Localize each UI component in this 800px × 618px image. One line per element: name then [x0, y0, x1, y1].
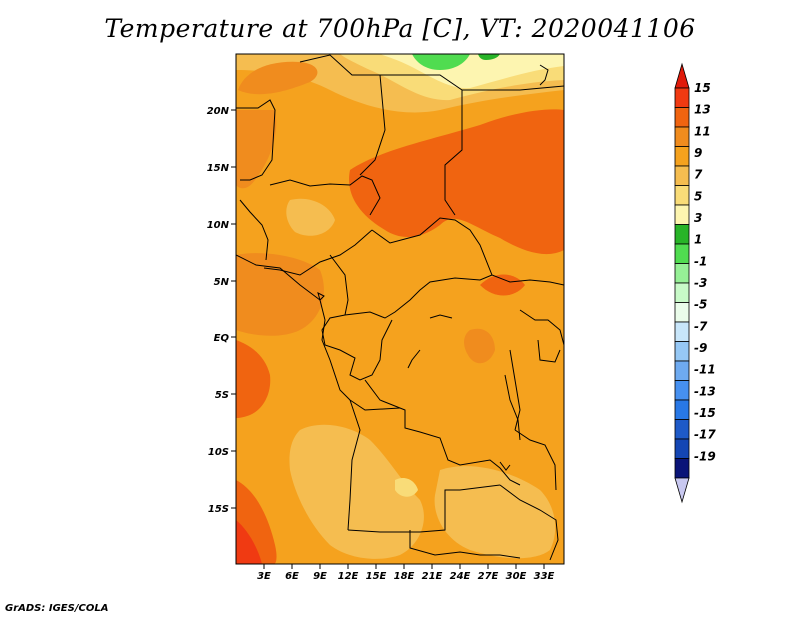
colorbar-box	[674, 243, 690, 264]
colorbar-label: -15	[694, 406, 716, 420]
lat-label-5n: 5N	[214, 277, 230, 288]
colorbar-box	[674, 438, 690, 459]
colorbar-box	[674, 185, 690, 206]
colorbar-box	[674, 165, 690, 186]
temperature-field	[236, 54, 564, 564]
colorbar-label: -11	[694, 363, 716, 377]
colorbar-box	[674, 458, 690, 479]
colorbar-label: -1	[694, 254, 707, 268]
colorbar-label: 9	[694, 146, 702, 160]
colorbar-box	[674, 399, 690, 420]
colorbar-label: 7	[694, 168, 703, 182]
colorbar-box	[674, 380, 690, 401]
colorbar-label: -19	[694, 449, 716, 463]
colorbar-label: -17	[694, 428, 716, 442]
lat-label-10n: 10N	[207, 220, 230, 231]
colorbar-label: -3	[694, 276, 707, 290]
colorbar-label: 1	[694, 233, 702, 247]
colorbar-box	[674, 126, 690, 147]
colorbar-labels: 15 13 11 9 7 5 3 1 -1 -3 -5 -7 -9 -11 -13 -15 -17 -19	[694, 81, 716, 463]
colorbar-label: 13	[694, 103, 711, 117]
lon-label-15e: 15E	[366, 571, 387, 582]
lon-axis	[263, 564, 545, 569]
colorbar-box	[674, 146, 690, 167]
colorbar	[674, 62, 690, 504]
colorbar-box	[674, 360, 690, 381]
colorbar-label: -7	[694, 319, 708, 333]
lon-label-21e: 21E	[422, 571, 443, 582]
colorbar-box	[674, 302, 690, 323]
colorbar-label: 5	[694, 189, 702, 203]
lat-label-10s: 10S	[208, 447, 229, 458]
lon-label-24e: 24E	[450, 571, 471, 582]
colorbar-label: 3	[694, 211, 702, 225]
lon-label-33e: 33E	[534, 571, 555, 582]
colorbar-box	[674, 204, 690, 225]
colorbar-max-arrow	[674, 62, 690, 89]
lat-label-20n: 20N	[207, 106, 230, 117]
colorbar-label: -5	[694, 298, 707, 312]
map-title: Temperature at 700hPa [C], VT: 202004110…	[104, 14, 696, 43]
lon-label-6e: 6E	[285, 571, 299, 582]
lon-label-30e: 30E	[506, 571, 527, 582]
colorbar-box	[674, 419, 690, 440]
lat-label-15n: 15N	[207, 163, 230, 174]
grads-credit: GrADS: IGES/COLA	[5, 603, 109, 614]
colorbar-box	[674, 87, 690, 108]
colorbar-label: 11	[694, 124, 711, 138]
colorbar-box	[674, 321, 690, 342]
lon-label-18e: 18E	[394, 571, 415, 582]
colorbar-label: -13	[694, 384, 716, 398]
lon-label-12e: 12E	[338, 571, 359, 582]
lat-label-eq: EQ	[214, 333, 230, 344]
lat-label-15s: 15S	[208, 504, 229, 515]
colorbar-box	[674, 107, 690, 128]
lat-label-5s: 5S	[215, 390, 229, 401]
colorbar-label: -9	[694, 341, 707, 355]
lon-label-27e: 27E	[478, 571, 499, 582]
colorbar-label: 15	[694, 81, 711, 95]
colorbar-min-arrow	[674, 477, 690, 504]
map-frame	[235, 53, 565, 565]
country-borders	[236, 54, 564, 561]
lon-label-9e: 9E	[313, 571, 327, 582]
colorbar-box	[674, 282, 690, 303]
lat-axis	[231, 109, 236, 509]
lon-label-3e: 3E	[257, 571, 271, 582]
colorbar-box	[674, 341, 690, 362]
colorbar-box	[674, 224, 690, 245]
colorbar-box	[674, 263, 690, 284]
